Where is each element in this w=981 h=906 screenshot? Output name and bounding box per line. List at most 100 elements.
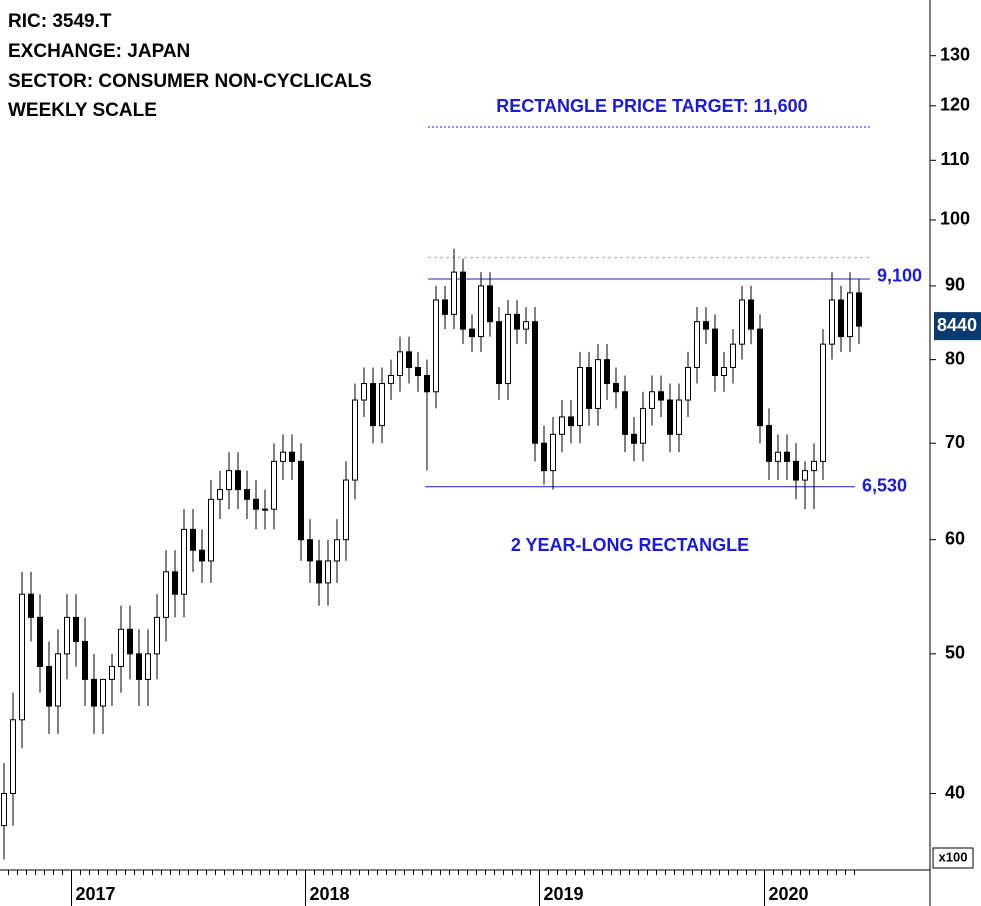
candle-body bbox=[793, 460, 799, 481]
candle-body bbox=[334, 539, 340, 562]
candle-body bbox=[811, 460, 817, 472]
header-line: SECTOR: CONSUMER NON-CYCLICALS bbox=[8, 71, 372, 92]
candle-body bbox=[361, 383, 367, 401]
y-tick-label: 60 bbox=[945, 528, 965, 548]
candle-body bbox=[532, 321, 538, 444]
candle-body bbox=[613, 383, 619, 393]
candle-body bbox=[766, 425, 772, 462]
unit-box bbox=[932, 847, 974, 869]
candle-body bbox=[100, 678, 106, 707]
candle-body bbox=[127, 628, 133, 655]
y-tick-label: 130 bbox=[940, 44, 970, 64]
candle-body bbox=[19, 593, 25, 721]
candle-body bbox=[118, 628, 124, 667]
candle-body bbox=[730, 343, 736, 369]
candle-body bbox=[577, 367, 583, 427]
candle-body bbox=[262, 508, 268, 511]
candle-body bbox=[667, 399, 673, 435]
candle-body bbox=[802, 470, 808, 481]
candle-body bbox=[496, 321, 502, 385]
candle-body bbox=[316, 560, 322, 584]
candle-body bbox=[487, 285, 493, 323]
candle-body bbox=[280, 451, 286, 462]
candle-body bbox=[325, 560, 331, 584]
candle-body bbox=[721, 367, 727, 376]
candle-body bbox=[757, 328, 763, 427]
candle-body bbox=[82, 640, 88, 680]
candle-body bbox=[136, 653, 142, 680]
header-line: WEEKLY SCALE bbox=[8, 100, 157, 121]
candle-body bbox=[406, 351, 412, 369]
y-tick-label: 50 bbox=[945, 643, 965, 663]
candle-body bbox=[352, 399, 358, 481]
candle-body bbox=[199, 549, 205, 562]
candle-body bbox=[343, 479, 349, 541]
candle-body bbox=[415, 367, 421, 376]
candle-body bbox=[676, 399, 682, 435]
candle-body bbox=[379, 383, 385, 427]
candle-body bbox=[541, 442, 547, 472]
candle-body bbox=[46, 665, 52, 707]
candle-body bbox=[307, 539, 313, 562]
candle-body bbox=[91, 678, 97, 707]
candle-body bbox=[154, 616, 160, 655]
candle-body bbox=[460, 271, 466, 330]
candle-body bbox=[604, 359, 610, 385]
candle-body bbox=[235, 470, 241, 491]
candle-body bbox=[622, 391, 628, 435]
candle-body bbox=[856, 292, 862, 327]
candle-body bbox=[190, 528, 196, 551]
candle-body bbox=[370, 383, 376, 427]
candle-body bbox=[739, 299, 745, 345]
last-price-tag bbox=[934, 312, 981, 341]
candle-body bbox=[685, 367, 691, 401]
candle-body bbox=[451, 271, 457, 315]
candle-body bbox=[109, 665, 115, 680]
candle-body bbox=[469, 328, 475, 338]
candle-body bbox=[658, 391, 664, 401]
candle-body bbox=[784, 451, 790, 462]
candle-body bbox=[712, 328, 718, 376]
candle-body bbox=[523, 321, 529, 330]
candle-body bbox=[640, 407, 646, 444]
candle-body bbox=[703, 321, 709, 330]
candle-body bbox=[514, 313, 520, 330]
candle-body bbox=[1, 793, 7, 827]
candle-body bbox=[631, 433, 637, 444]
candle-body bbox=[820, 343, 826, 462]
candle-body bbox=[433, 299, 439, 393]
y-tick-label: 90 bbox=[945, 275, 965, 295]
candle-body bbox=[595, 359, 601, 409]
candle-body bbox=[208, 498, 214, 562]
candle-body bbox=[10, 719, 16, 795]
header-line: RIC: 3549.T bbox=[8, 11, 112, 32]
y-tick-label: 70 bbox=[945, 432, 965, 452]
y-tick-label: 120 bbox=[940, 95, 970, 115]
candle-body bbox=[28, 593, 34, 618]
candle-body bbox=[559, 416, 565, 435]
candle-body bbox=[37, 616, 43, 667]
y-tick-label: 110 bbox=[940, 149, 969, 169]
target-label: RECTANGLE PRICE TARGET: 11,600 bbox=[496, 96, 807, 116]
candle-body bbox=[271, 460, 277, 510]
candle-body bbox=[748, 299, 754, 330]
candle-body bbox=[181, 528, 187, 595]
candle-body bbox=[55, 653, 61, 707]
candle-body bbox=[64, 616, 70, 655]
y-tick-label: 40 bbox=[945, 782, 965, 802]
candle-body bbox=[694, 321, 700, 369]
candle-body bbox=[838, 299, 844, 338]
candle-body bbox=[73, 616, 79, 642]
candle-body bbox=[847, 292, 853, 338]
last-price-label: 8440 bbox=[937, 315, 977, 335]
candle-body bbox=[442, 299, 448, 315]
candle-body bbox=[244, 489, 250, 500]
y-unit-label: x100 bbox=[939, 849, 968, 864]
candle-body bbox=[388, 374, 394, 385]
y-tick-label: 80 bbox=[945, 348, 965, 368]
candle-body bbox=[424, 374, 430, 393]
candle-body bbox=[289, 451, 295, 462]
candle-body bbox=[397, 351, 403, 376]
candle-body bbox=[775, 451, 781, 462]
